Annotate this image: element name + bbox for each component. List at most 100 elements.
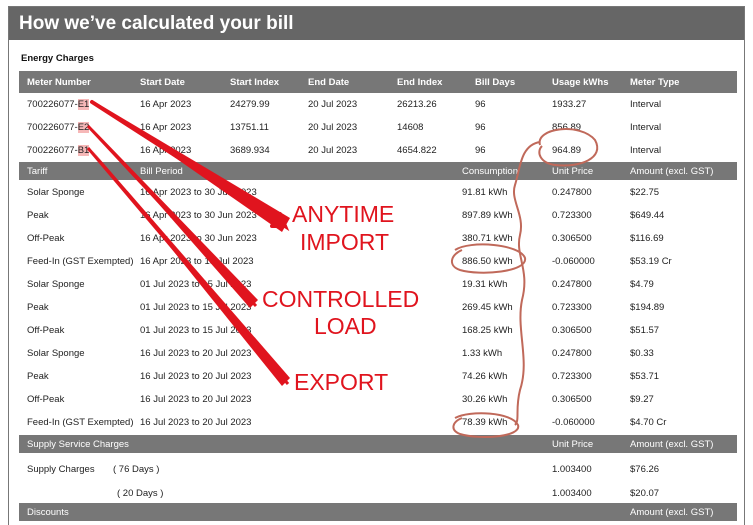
- tariff-amount: $649.44: [630, 210, 665, 221]
- meter-start-index: 13751.11: [230, 122, 269, 133]
- tariff-header-amount: Amount (excl. GST): [630, 166, 714, 177]
- tariff-header-period: Bill Period: [140, 166, 183, 177]
- tariff-amount: $194.89: [630, 302, 665, 313]
- meter-header-usage: Usage kWhs: [552, 77, 609, 88]
- tariff-row: Solar Sponge 16 Apr 2023 to 30 Jun 2023 …: [19, 181, 737, 204]
- meter-number: 700226077-B1: [27, 145, 90, 156]
- tariff-period: 16 Jul 2023 to 20 Jul 2023: [140, 348, 252, 359]
- tariff-consumption: 269.45 kWh: [462, 302, 513, 313]
- meter-type: Interval: [630, 145, 662, 156]
- discounts-header: Discounts Amount (excl. GST): [19, 503, 737, 521]
- tariff-amount: $4.70 Cr: [630, 417, 667, 428]
- tariff-unit-price: 0.306500: [552, 233, 592, 244]
- tariff-row: Solar Sponge 16 Jul 2023 to 20 Jul 2023 …: [19, 342, 737, 365]
- tariff-name: Off-Peak: [27, 233, 65, 244]
- tariff-name: Solar Sponge: [27, 279, 85, 290]
- tariff-amount: $53.19 Cr: [630, 256, 672, 267]
- tariff-unit-price: 0.306500: [552, 325, 592, 336]
- supply-unit-price: 1.003400: [552, 464, 592, 475]
- tariff-amount: $0.33: [630, 348, 654, 359]
- tariff-unit-price: -0.060000: [552, 256, 595, 267]
- tariff-consumption: 1.33 kWh: [462, 348, 503, 359]
- meter-start-date: 16 Apr 2023: [140, 122, 192, 133]
- supply-header-amount: Amount (excl. GST): [630, 439, 714, 450]
- tariff-header-consumption: Consumption: [462, 166, 518, 177]
- meter-end-index: 26213.26: [397, 99, 437, 110]
- tariff-name: Peak: [27, 371, 49, 382]
- supply-charges-header: Supply Service Charges Unit Price Amount…: [19, 435, 737, 453]
- tariff-consumption: 380.71 kWh: [462, 233, 513, 244]
- supply-label: Supply Charges: [27, 464, 95, 475]
- supply-days: ( 76 Days ): [113, 464, 160, 475]
- tariff-amount: $4.79: [630, 279, 654, 290]
- bill-calculation-panel: How we’ve calculated your bill Energy Ch…: [8, 6, 745, 525]
- meter-row: 700226077-B1 16 Apr 2023 3689.934 20 Jul…: [19, 139, 737, 162]
- tariff-amount: $51.57: [630, 325, 660, 336]
- tariff-unit-price: 0.723300: [552, 210, 592, 221]
- supply-row: ( 20 Days ) 1.003400 $20.07: [19, 482, 737, 505]
- tariff-name: Peak: [27, 210, 49, 221]
- supply-header-label: Supply Service Charges: [27, 439, 129, 450]
- meter-bill-days: 96: [475, 145, 486, 156]
- meter-header-start-date: Start Date: [140, 77, 185, 88]
- tariff-period: 16 Apr 2023 to 30 Jun 2023: [140, 233, 257, 244]
- tariff-period: 01 Jul 2023 to 15 Jul 2023: [140, 302, 252, 313]
- meter-end-date: 20 Jul 2023: [308, 122, 358, 133]
- meter-suffix-highlight: E2: [77, 122, 90, 133]
- supply-header-unit-price: Unit Price: [552, 439, 594, 450]
- meter-header-number: Meter Number: [27, 77, 91, 88]
- tariff-name: Off-Peak: [27, 325, 65, 336]
- supply-row: Supply Charges ( 76 Days ) 1.003400 $76.…: [19, 458, 737, 481]
- tariff-amount: $53.71: [630, 371, 660, 382]
- tariff-row: Peak 16 Jul 2023 to 20 Jul 2023 74.26 kW…: [19, 365, 737, 388]
- tariff-period: 16 Apr 2023 to 30 Jun 2023: [140, 187, 257, 198]
- tariff-unit-price: 0.247800: [552, 187, 592, 198]
- meter-end-date: 20 Jul 2023: [308, 99, 358, 110]
- meter-type: Interval: [630, 99, 662, 110]
- tariff-row: Peak 16 Apr 2023 to 30 Jun 2023 897.89 k…: [19, 204, 737, 227]
- tariff-unit-price: -0.060000: [552, 417, 595, 428]
- meter-header-bill-days: Bill Days: [475, 77, 516, 88]
- meter-row: 700226077-E1 16 Apr 2023 24279.99 20 Jul…: [19, 93, 737, 116]
- tariff-unit-price: 0.306500: [552, 394, 592, 405]
- meter-bill-days: 96: [475, 122, 486, 133]
- tariff-period: 16 Apr 2023 to 30 Jun 2023: [140, 210, 257, 221]
- tariff-name: Feed-In (GST Exempted): [27, 256, 134, 267]
- tariff-row: Solar Sponge 01 Jul 2023 to 15 Jul 2023 …: [19, 273, 737, 296]
- meter-number: 700226077-E2: [27, 122, 90, 133]
- tariff-period: 16 Jul 2023 to 20 Jul 2023: [140, 394, 252, 405]
- tariff-row: Off-Peak 16 Apr 2023 to 30 Jun 2023 380.…: [19, 227, 737, 250]
- tariff-consumption: 74.26 kWh: [462, 371, 508, 382]
- meter-end-index: 14608: [397, 122, 424, 133]
- meter-end-index: 4654.822: [397, 145, 437, 156]
- meter-usage: 856.89: [552, 122, 582, 133]
- tariff-period: 01 Jul 2023 to 15 Jul 2023: [140, 279, 252, 290]
- meter-suffix-highlight: B1: [77, 145, 90, 156]
- supply-amount: $76.26: [630, 464, 660, 475]
- meter-start-index: 3689.934: [230, 145, 270, 156]
- meter-bill-days: 96: [475, 99, 486, 110]
- tariff-row: Feed-In (GST Exempted) 16 Jul 2023 to 20…: [19, 411, 737, 434]
- tariff-unit-price: 0.247800: [552, 279, 592, 290]
- tariff-consumption: 78.39 kWh: [462, 417, 508, 428]
- tariff-amount: $9.27: [630, 394, 654, 405]
- tariff-period: 16 Jul 2023 to 20 Jul 2023: [140, 417, 252, 428]
- tariff-period: 16 Apr 2023 to 15 Jul 2023: [140, 256, 254, 267]
- supply-unit-price: 1.003400: [552, 488, 592, 499]
- meter-header-type: Meter Type: [630, 77, 680, 88]
- tariff-row: Off-Peak 16 Jul 2023 to 20 Jul 2023 30.2…: [19, 388, 737, 411]
- meter-table-header: Meter Number Start Date Start Index End …: [19, 71, 737, 93]
- tariff-consumption: 897.89 kWh: [462, 210, 513, 221]
- tariff-header-tariff: Tariff: [27, 166, 48, 177]
- meter-end-date: 20 Jul 2023: [308, 145, 358, 156]
- meter-suffix-highlight: E1: [77, 99, 90, 110]
- tariff-consumption: 30.26 kWh: [462, 394, 508, 405]
- tariff-consumption: 91.81 kWh: [462, 187, 508, 198]
- tariff-consumption: 168.25 kWh: [462, 325, 513, 336]
- meter-header-end-index: End Index: [397, 77, 443, 88]
- tariff-consumption: 19.31 kWh: [462, 279, 508, 290]
- tariff-name: Peak: [27, 302, 49, 313]
- discounts-amount-header: Amount (excl. GST): [630, 507, 714, 518]
- meter-usage: 964.89: [552, 145, 582, 156]
- energy-charges-label: Energy Charges: [21, 53, 94, 64]
